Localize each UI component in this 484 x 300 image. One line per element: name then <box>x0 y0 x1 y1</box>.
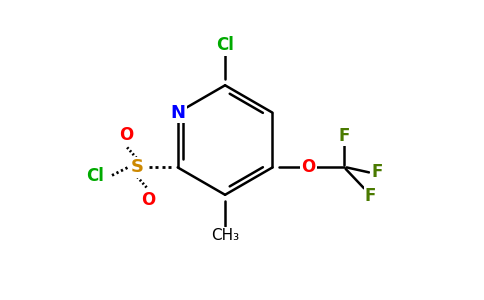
Text: CH₃: CH₃ <box>211 228 239 243</box>
Text: S: S <box>130 158 143 176</box>
Text: F: F <box>365 187 376 205</box>
Text: Cl: Cl <box>86 167 104 185</box>
Text: N: N <box>170 104 185 122</box>
Text: Cl: Cl <box>216 37 234 55</box>
Text: F: F <box>372 164 383 181</box>
Text: O: O <box>119 126 133 144</box>
Text: O: O <box>301 158 316 176</box>
Text: O: O <box>141 191 155 209</box>
Text: F: F <box>338 127 350 145</box>
